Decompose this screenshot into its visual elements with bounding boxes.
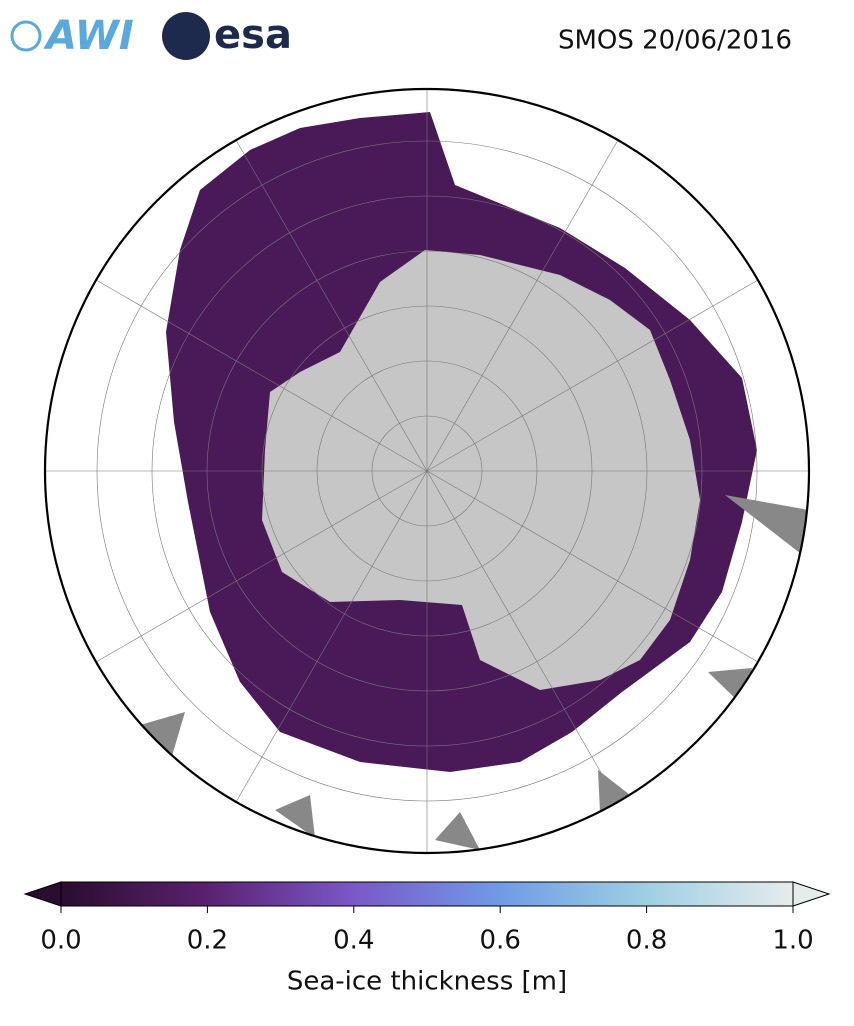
colorbar-tick-label: 1.0 [772, 926, 813, 956]
esa-icon [162, 12, 210, 60]
colorbar-extend-low [23, 881, 62, 907]
map-frame [43, 87, 811, 855]
map [45, 89, 809, 853]
logos: AWI esa [10, 12, 292, 60]
colorbar [23, 881, 831, 913]
colorbar-tick-label: 0.2 [187, 926, 228, 956]
colorbar-gradient [60, 881, 794, 907]
colorbar-extend-high [792, 881, 831, 907]
title: SMOS 20/06/2016 [558, 26, 792, 56]
graticule [45, 89, 809, 853]
antarctica [262, 250, 700, 690]
awi-icon [10, 20, 42, 52]
awi-logo: AWI [43, 13, 134, 59]
colorbar-tick-label: 0.0 [40, 926, 81, 956]
esa-logo: esa [214, 12, 292, 58]
colorbar-label: Sea-ice thickness [m] [287, 967, 567, 997]
colorbar-tick-label: 0.6 [480, 926, 521, 956]
colorbar-tick-label: 0.8 [626, 926, 667, 956]
colorbar-tick-label: 0.4 [333, 926, 374, 956]
